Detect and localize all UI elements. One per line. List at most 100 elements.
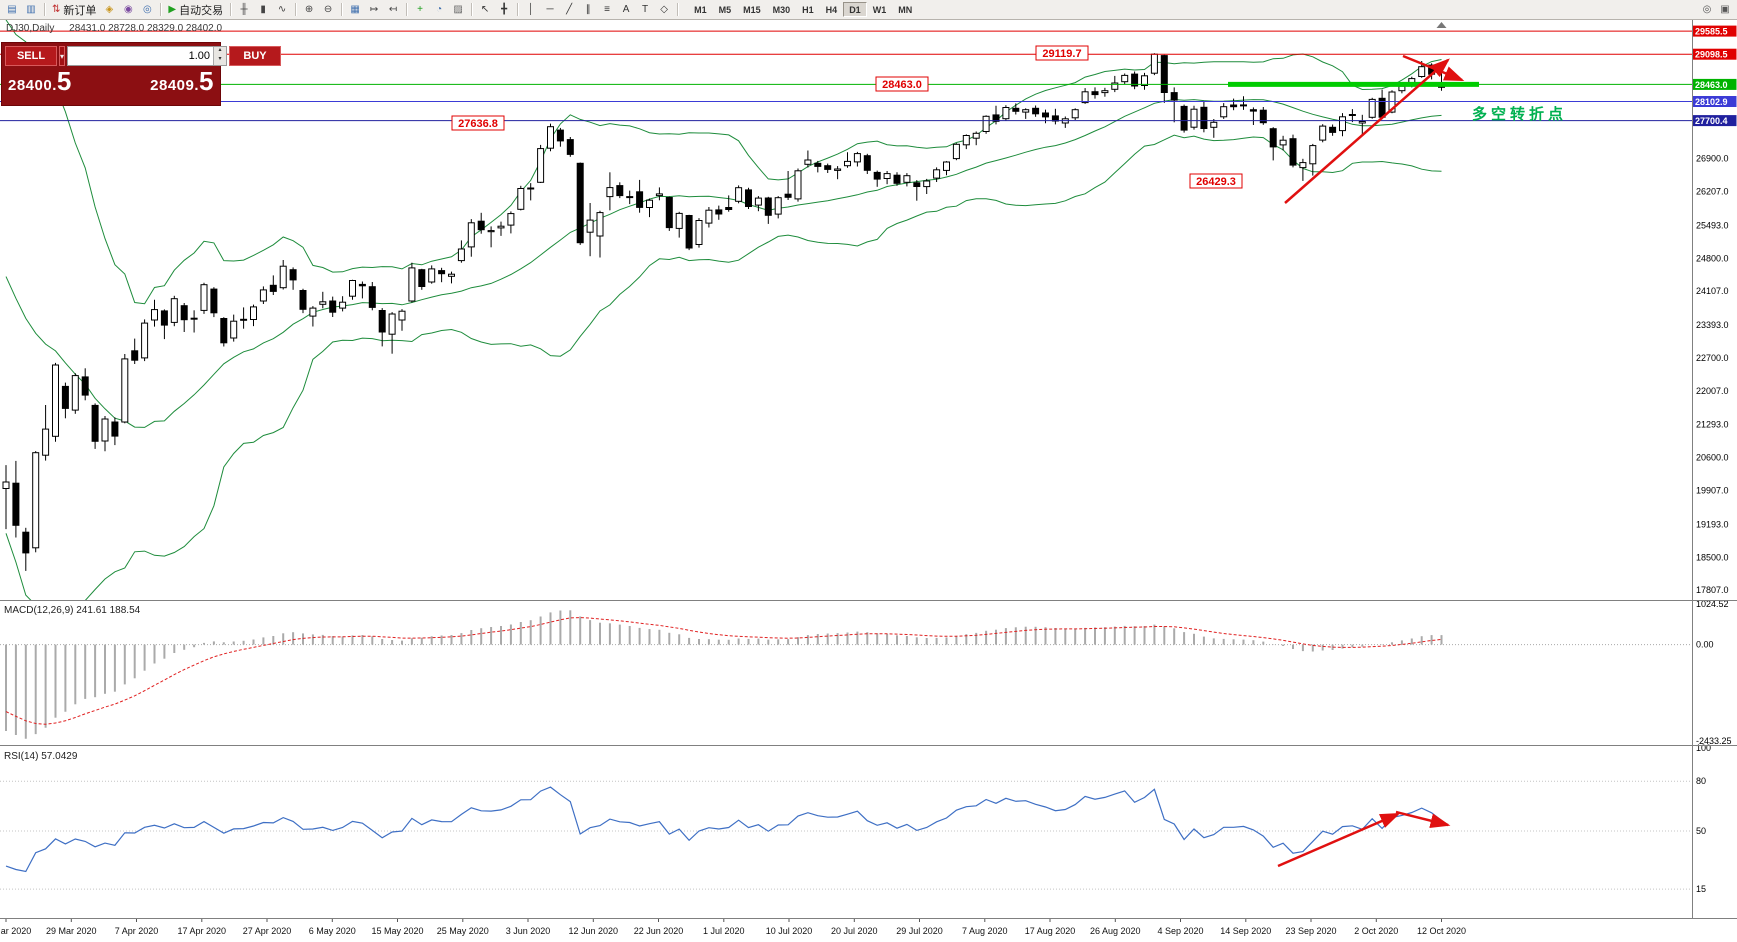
template-icon-glyph: ▨ (453, 4, 463, 15)
svg-text:29 Jul 2020: 29 Jul 2020 (896, 926, 943, 936)
time-axis[interactable]: 19 Mar 2020 29 Mar 2020 7 Apr 2020 17 Apr 2… (0, 918, 1466, 936)
chart-shift-icon[interactable]: ↤ (384, 2, 402, 18)
timeframe-h4-button[interactable]: H4 (825, 4, 838, 15)
timeframe-d1-button[interactable]: D1 (843, 2, 867, 17)
volume-spinner: ▴ ▾ (213, 47, 227, 65)
template-icon[interactable]: ▨ (449, 2, 467, 18)
toolbar-separator (406, 3, 408, 16)
auto-scroll-icon[interactable]: ↦ (365, 2, 383, 18)
fibonacci-icon-glyph: ≡ (604, 4, 611, 15)
svg-text:80: 80 (1696, 776, 1706, 786)
toolbar-separator (160, 3, 162, 16)
svg-text:0.00: 0.00 (1696, 640, 1714, 650)
hline-icon[interactable]: ─ (541, 2, 559, 18)
mql-market-icon-glyph: ◈ (105, 4, 114, 15)
search-icon-glyph: ◎ (1702, 4, 1712, 15)
sell-price: 28400.5 (8, 66, 72, 96)
main-toolbar: ▤ ▥ ⇅ 新订单 ◈ ◉ ◎ ▶ 自动交易 ╫ ▮ ∿ ⊕ ⊖ ▦ ↦ ↤ + ◔ ▨ ↖ ╋ │ ─ ╱ ∥ ≡ A T ◇ M1 M5… (0, 0, 1737, 20)
timeframe-h1-button[interactable]: H1 (802, 4, 814, 15)
svg-text:-2433.25: -2433.25 (1696, 736, 1732, 746)
candlestick-icon[interactable]: ▮ (254, 2, 272, 18)
periods-icon[interactable]: ◔ (430, 2, 448, 18)
svg-text:23393.0: 23393.0 (1696, 320, 1729, 330)
rsi-label: RSI(14) 57.0429 (4, 751, 78, 762)
toolbar-separator (677, 3, 679, 16)
indicators-icon[interactable]: + (411, 2, 429, 18)
line-chart-icon[interactable]: ∿ (273, 2, 291, 18)
price-axis[interactable]: 26900.0 26207.0 25493.0 24800.0 24107.0 23393… (1692, 25, 1737, 895)
svg-text:100: 100 (1696, 743, 1711, 753)
svg-text:18500.0: 18500.0 (1696, 552, 1729, 562)
chart-window-icon[interactable]: ▤ (3, 2, 21, 18)
volume-up-button[interactable]: ▴ (218, 47, 222, 53)
timeframe-m30-button[interactable]: M30 (772, 4, 791, 15)
signals-icon[interactable]: ◉ (119, 2, 137, 18)
drawn-objects[interactable]: 29119.7 28463.0 27636.8 26429.3 多空转折点 (0, 30, 1692, 868)
svg-text:2 Oct 2020: 2 Oct 2020 (1354, 926, 1398, 936)
toolbar-left-group: ▤ ▥ ⇅ 新订单 ◈ ◉ ◎ ▶ 自动交易 ╫ ▮ ∿ ⊕ ⊖ ▦ ↦ ↤ + ◔ ▨ ↖ ╋ │ ─ ╱ ∥ ≡ A T ◇ (3, 2, 681, 18)
autotrading-button[interactable]: ▶ 自动交易 (165, 2, 226, 18)
indicators-icon-glyph: + (417, 4, 424, 15)
shapes-icon[interactable]: ◇ (655, 2, 673, 18)
vline-icon-glyph: │ (527, 4, 535, 15)
volume-down-button[interactable]: ▾ (218, 56, 222, 62)
buy-button[interactable]: BUY (229, 46, 282, 66)
chart-symbol-period: DJ30,Daily (6, 23, 55, 34)
svg-text:22007.0: 22007.0 (1696, 386, 1729, 396)
timeframe-mn-button[interactable]: MN (898, 4, 913, 15)
vline-icon[interactable]: │ (522, 2, 540, 18)
svg-text:24107.0: 24107.0 (1696, 286, 1729, 296)
svg-text:15 May 2020: 15 May 2020 (371, 926, 423, 936)
svg-text:17807.0: 17807.0 (1696, 585, 1729, 595)
svg-text:28463.0: 28463.0 (1695, 80, 1728, 90)
shapes-icon-glyph: ◇ (660, 4, 668, 15)
timeframe-m5-button[interactable]: M5 (718, 4, 732, 15)
svg-text:7 Apr 2020: 7 Apr 2020 (115, 926, 159, 936)
tile-windows-icon[interactable]: ▦ (346, 2, 364, 18)
chart-window[interactable]: 29119.7 28463.0 27636.8 26429.3 多空转折点 26900.… (0, 20, 1737, 942)
svg-text:29585.5: 29585.5 (1695, 27, 1728, 37)
toolbar-separator (471, 3, 473, 16)
label-icon[interactable]: T (636, 2, 654, 18)
chart-canvas[interactable]: 29119.7 28463.0 27636.8 26429.3 多空转折点 26900.… (0, 20, 1737, 942)
svg-text:23 Sep 2020: 23 Sep 2020 (1285, 926, 1336, 936)
text-icon-glyph: A (622, 4, 630, 15)
crosshair-icon-glyph: ╋ (501, 4, 508, 15)
new-order-button[interactable]: ⇅ 新订单 (49, 2, 99, 18)
svg-text:14 Sep 2020: 14 Sep 2020 (1220, 926, 1271, 936)
vps-icon[interactable]: ◎ (138, 2, 156, 18)
zoom-in-icon[interactable]: ⊕ (300, 2, 318, 18)
tile-windows-icon-glyph: ▦ (350, 4, 360, 15)
sell-button[interactable]: SELL (5, 46, 57, 66)
bar-chart-icon[interactable]: ╫ (235, 2, 253, 18)
svg-text:19907.0: 19907.0 (1696, 486, 1729, 496)
fullscreen-icon[interactable]: ▣ (1716, 2, 1734, 18)
volume-input[interactable] (68, 47, 214, 65)
macd-panel (0, 610, 1692, 739)
search-icon[interactable]: ◎ (1698, 2, 1716, 18)
crosshair-icon[interactable]: ╋ (495, 2, 513, 18)
channel-icon[interactable]: ∥ (579, 2, 597, 18)
hline-icon-glyph: ─ (546, 4, 554, 15)
chart-shift-icon-glyph: ↤ (388, 4, 398, 15)
zoom-out-icon[interactable]: ⊖ (319, 2, 337, 18)
autotrading-button-label: 自动交易 (179, 4, 224, 17)
timeframe-m15-button[interactable]: M15 (743, 4, 761, 15)
mql-market-icon[interactable]: ◈ (100, 2, 118, 18)
sell-dropdown-button[interactable]: ▾ (59, 46, 66, 66)
svg-text:19193.0: 19193.0 (1696, 519, 1729, 529)
svg-text:25493.0: 25493.0 (1696, 220, 1729, 230)
toolbar-separator (230, 3, 232, 16)
timeframe-w1-button[interactable]: W1 (872, 4, 887, 15)
timeframe-m1-button[interactable]: M1 (694, 4, 707, 15)
candlestick-icon-glyph: ▮ (260, 4, 266, 15)
fibonacci-icon[interactable]: ≡ (598, 2, 616, 18)
profiles-icon[interactable]: ▥ (22, 2, 40, 18)
svg-text:1 Jul 2020: 1 Jul 2020 (703, 926, 745, 936)
trendline-icon[interactable]: ╱ (560, 2, 578, 18)
channel-icon-glyph: ∥ (585, 4, 591, 15)
svg-text:27700.4: 27700.4 (1695, 116, 1728, 126)
text-icon[interactable]: A (617, 2, 635, 18)
svg-text:29098.5: 29098.5 (1695, 50, 1728, 60)
cursor-icon[interactable]: ↖ (476, 2, 494, 18)
